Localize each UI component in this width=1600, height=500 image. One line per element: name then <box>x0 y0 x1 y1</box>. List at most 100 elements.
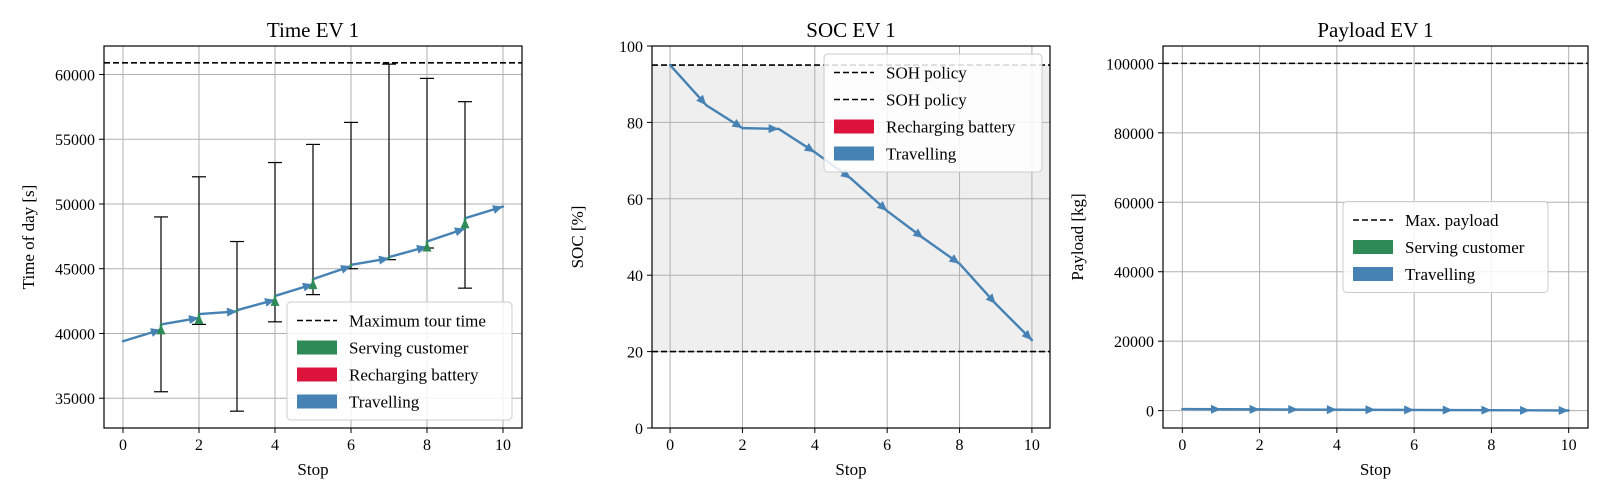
serve-arrow-head <box>194 314 204 325</box>
x-tick-label: 6 <box>1410 437 1418 454</box>
travel-arrow-head <box>840 169 851 179</box>
y-axis-label: SOC [%] <box>568 206 587 269</box>
legend-patch-swatch <box>1353 267 1393 281</box>
legend-label: SOH policy <box>886 91 967 110</box>
plot-frame <box>103 45 523 429</box>
y-tick-label: 40000 <box>55 326 95 343</box>
y-tick-label: 60 <box>627 192 643 209</box>
x-tick-label: 0 <box>1178 437 1186 454</box>
y-tick-label: 50000 <box>55 197 95 214</box>
x-tick-label: 8 <box>423 437 431 454</box>
legend: Max. payload Serving customer Travelling <box>1342 201 1549 293</box>
y-tick-label: 80000 <box>1114 126 1154 143</box>
legend-label: Recharging battery <box>349 366 479 385</box>
x-tick-label: 10 <box>1024 437 1040 454</box>
y-tick-label: 60000 <box>1114 195 1154 212</box>
x-tick-label: 2 <box>738 437 746 454</box>
travel-arrow-head <box>226 307 237 317</box>
legend-box <box>823 53 1043 173</box>
travel-arrow-head <box>876 200 888 212</box>
legend-patch-swatch <box>1353 240 1393 254</box>
serve-arrow-head <box>422 241 432 252</box>
chart-1: 0 2 4 6 8 10 35000 40000 45000 50000 55000 60000 Tim… <box>19 18 523 479</box>
y-tick-label: 20 <box>627 345 643 362</box>
chart-title: SOC EV 1 <box>806 18 895 42</box>
legend-patch-swatch <box>297 340 337 355</box>
travel-arrow-head <box>1021 329 1032 341</box>
legend-patch-swatch <box>834 146 874 161</box>
travel-arrow-head <box>731 118 743 129</box>
travel-arrow-head <box>912 228 924 239</box>
chart-3: 0 2 4 6 8 10 0 20000 40000 60000 80000 100000 Payloa… <box>1068 18 1589 479</box>
y-axis-label: Time of day [s] <box>19 185 38 290</box>
x-tick-label: 6 <box>883 437 891 454</box>
serve-arrow-head <box>308 279 318 290</box>
travel-arrow-head <box>803 142 815 153</box>
travel-arrow-head <box>378 255 389 265</box>
travel-arrow-head <box>1249 404 1260 414</box>
x-axis-label: Stop <box>1360 460 1391 479</box>
travel-arrow-head <box>1520 405 1531 415</box>
x-tick-label: 0 <box>119 437 127 454</box>
serve-arrow-head <box>156 324 166 335</box>
travel-arrow-head <box>264 298 275 307</box>
travel-arrow-head <box>188 315 199 325</box>
serve-arrow-head <box>270 295 280 306</box>
legend-patch-swatch <box>834 119 874 134</box>
legend-label: SOH policy <box>886 64 967 83</box>
y-tick-label: 60000 <box>55 67 95 84</box>
x-tick-label: 10 <box>1561 437 1577 454</box>
legend-patch-swatch <box>297 367 337 382</box>
y-tick-label: 100000 <box>1106 56 1154 73</box>
y-tick-label: 0 <box>635 421 643 438</box>
plot-frame <box>1162 45 1589 429</box>
x-axis-label: Stop <box>835 460 866 479</box>
travel-arrow-head <box>416 245 427 254</box>
x-tick-label: 8 <box>1487 437 1495 454</box>
x-tick-label: 6 <box>347 437 355 454</box>
y-axis-label: Payload [kg] <box>1068 193 1087 280</box>
travel-arrow-head <box>454 227 465 237</box>
y-tick-label: 55000 <box>55 132 95 149</box>
travel-arrow-head <box>340 265 351 274</box>
y-tick-label: 80 <box>627 115 643 132</box>
legend-box <box>1342 201 1549 293</box>
travel-arrow-head <box>150 328 161 337</box>
x-tick-label: 4 <box>271 437 279 454</box>
legend-label: Maximum tour time <box>349 312 486 331</box>
plot-frame <box>651 45 1051 429</box>
x-tick-label: 2 <box>1256 437 1264 454</box>
x-tick-label: 4 <box>1333 437 1341 454</box>
travel-arrow-head <box>985 293 996 304</box>
travel-arrow-head <box>1365 405 1376 415</box>
y-tick-label: 35000 <box>55 391 95 408</box>
x-tick-label: 0 <box>666 437 674 454</box>
y-tick-label: 20000 <box>1114 334 1154 351</box>
travel-arrow-head <box>1404 405 1415 415</box>
travel-arrow-head <box>696 94 707 106</box>
travel-arrow-head <box>1210 404 1221 414</box>
travel-arrow-head <box>1442 405 1453 415</box>
legend-label: Travelling <box>1405 265 1476 284</box>
legend: SOH policy SOH policy Recharging battery Tr… <box>823 53 1043 173</box>
legend-label: Travelling <box>349 393 420 412</box>
x-tick-label: 2 <box>195 437 203 454</box>
legend-patch-swatch <box>297 394 337 409</box>
legend: Maximum tour time Serving customer Recharg… <box>286 301 513 421</box>
travel-arrow-head <box>948 254 960 264</box>
y-tick-label: 100 <box>619 39 643 56</box>
y-tick-label: 40000 <box>1114 265 1154 282</box>
legend-label: Serving customer <box>349 339 469 358</box>
chart-title: Payload EV 1 <box>1317 18 1433 42</box>
travel-arrow-head <box>768 124 779 134</box>
y-tick-label: 0 <box>1146 404 1154 421</box>
x-tick-label: 4 <box>811 437 819 454</box>
legend-label: Max. payload <box>1405 211 1499 230</box>
travel-arrow-head <box>302 282 313 292</box>
travel-arrow-head <box>492 205 503 214</box>
travel-arrow-head <box>1288 404 1299 414</box>
chart-title: Time EV 1 <box>267 18 359 42</box>
serve-arrow-head <box>460 218 470 229</box>
